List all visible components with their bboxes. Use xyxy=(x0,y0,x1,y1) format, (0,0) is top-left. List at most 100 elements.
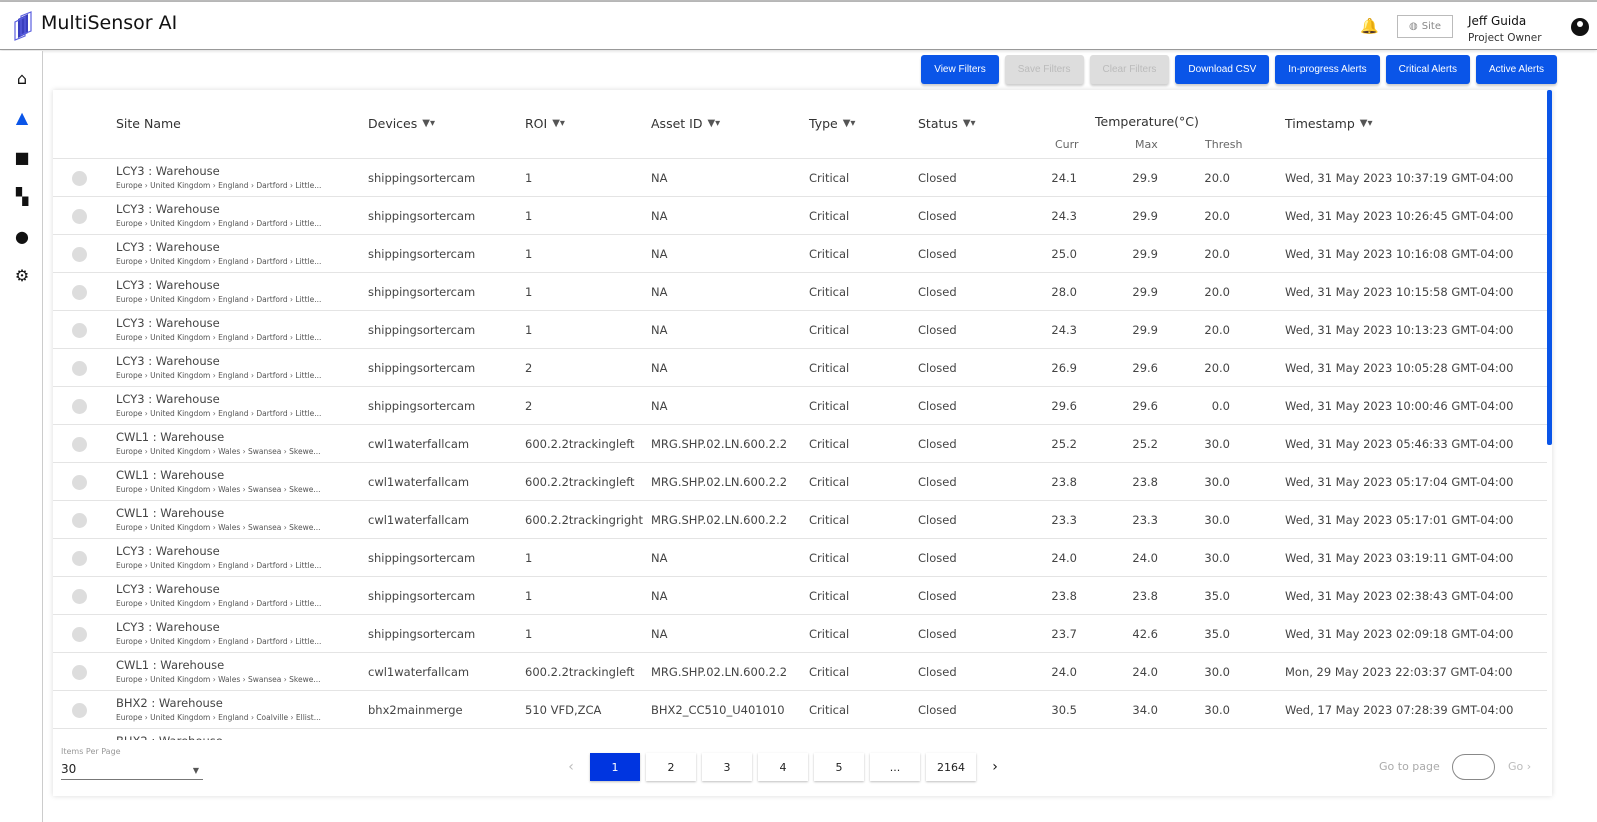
site-label: Site xyxy=(1421,21,1441,32)
cell-device: shippingsortercam xyxy=(368,209,476,223)
row-select-radio[interactable] xyxy=(72,247,87,262)
cell-device: shippingsortercam xyxy=(368,589,476,603)
cell-asset-id: NA xyxy=(651,209,668,223)
go-button[interactable]: Go › xyxy=(1508,760,1532,773)
filter-icon[interactable]: ▼▾ xyxy=(552,118,565,129)
filter-icon[interactable]: ▼▾ xyxy=(962,118,976,129)
table-row[interactable]: LCY3 : Warehouse Europe › United Kingdom … xyxy=(53,234,1547,272)
cell-status: Closed xyxy=(918,475,957,489)
cell-curr: 23.8 xyxy=(1051,589,1077,603)
page-button[interactable]: 2 xyxy=(646,753,696,781)
in-progress-alerts-button[interactable]: In-progress Alerts xyxy=(1275,55,1380,84)
table-row[interactable]: LCY3 : Warehouse Europe › United Kingdom … xyxy=(53,576,1547,614)
gear-icon[interactable]: ⚙ xyxy=(14,265,30,285)
table-row[interactable]: LCY3 : Warehouse Europe › United Kingdom … xyxy=(53,196,1547,234)
bell-icon[interactable]: 🔔 xyxy=(1360,17,1379,35)
cell-curr: 23.3 xyxy=(1051,513,1077,527)
items-per-page-select[interactable]: 30 ▼ xyxy=(61,758,203,780)
camera-icon[interactable]: ■ xyxy=(14,147,30,167)
row-select-radio[interactable] xyxy=(72,475,87,490)
alert-icon[interactable]: ▲ xyxy=(15,107,29,127)
row-select-radio[interactable] xyxy=(72,323,87,338)
row-select-radio[interactable] xyxy=(72,627,87,642)
row-select-radio[interactable] xyxy=(72,665,87,680)
table-row[interactable]: BHX2 : Warehouse Europe › United Kingdom … xyxy=(53,690,1547,728)
page-button[interactable]: 3 xyxy=(702,753,752,781)
user-icon[interactable]: ● xyxy=(15,226,29,246)
table-row[interactable]: LCY3 : Warehouse Europe › United Kingdom … xyxy=(53,348,1547,386)
table-row[interactable]: CWL1 : Warehouse Europe › United Kingdom … xyxy=(53,462,1547,500)
table-row[interactable]: CWL1 : Warehouse Europe › United Kingdom … xyxy=(53,652,1547,690)
header-max: Max xyxy=(1135,138,1158,151)
row-select-radio[interactable] xyxy=(72,399,87,414)
cell-curr: 30.5 xyxy=(1051,703,1077,717)
filter-icon[interactable]: ▼▾ xyxy=(422,118,435,129)
row-select-radio[interactable] xyxy=(72,703,87,718)
filter-icon[interactable]: ▼▾ xyxy=(707,118,721,129)
cell-asset-id: MRG.SHP.02.LN.600.2.2 xyxy=(651,513,788,527)
cell-curr: 26.9 xyxy=(1051,361,1077,375)
row-select-radio[interactable] xyxy=(72,361,87,376)
pagination: ‹ 1 2 3 4 5... 2164 › xyxy=(558,753,1008,781)
filter-icon[interactable]: ▼▾ xyxy=(842,118,856,129)
save-filters-button[interactable]: Save Filters xyxy=(1004,55,1084,84)
header-asset-id[interactable]: Asset ID ▼▾ xyxy=(651,116,721,131)
table-row[interactable]: LCY3 : Warehouse Europe › United Kingdom … xyxy=(53,614,1547,652)
page-button[interactable]: ... xyxy=(870,753,920,781)
table-row[interactable]: CWL1 : Warehouse Europe › United Kingdom … xyxy=(53,500,1547,538)
row-select-radio[interactable] xyxy=(72,285,87,300)
cell-max: 29.9 xyxy=(1132,171,1158,185)
cell-timestamp: Wed, 31 May 2023 02:09:18 GMT-04:00 xyxy=(1285,627,1514,641)
active-alerts-button[interactable]: Active Alerts xyxy=(1475,55,1557,84)
scrollbar[interactable] xyxy=(1547,90,1552,445)
row-select-radio[interactable] xyxy=(72,171,87,186)
site-selector[interactable]: ◍ Site xyxy=(1397,15,1453,38)
table-row[interactable]: LCY3 : Warehouse Europe › United Kingdom … xyxy=(53,310,1547,348)
cell-thresh: 30.0 xyxy=(1204,665,1230,679)
next-page-icon[interactable]: › xyxy=(992,759,998,775)
row-select-radio[interactable] xyxy=(72,551,87,566)
cell-asset-id: NA xyxy=(651,399,668,413)
clear-filters-button[interactable]: Clear Filters xyxy=(1089,55,1170,84)
cell-thresh: 0.0 xyxy=(1211,399,1230,413)
cell-roi: 1 xyxy=(525,209,533,223)
table-row[interactable]: LCY3 : Warehouse Europe › United Kingdom … xyxy=(53,158,1547,196)
download-csv-button[interactable]: Download CSV xyxy=(1175,55,1270,84)
critical-alerts-button[interactable]: Critical Alerts xyxy=(1385,55,1470,84)
cell-type: Critical xyxy=(809,247,850,261)
site-name: LCY3 : Warehouse xyxy=(116,354,220,368)
filter-icon[interactable]: ▼▾ xyxy=(1359,118,1373,129)
site-name: CWL1 : Warehouse xyxy=(116,430,225,444)
page-button[interactable]: 2164 xyxy=(926,753,976,781)
cell-max: 42.6 xyxy=(1132,627,1158,641)
page-button[interactable]: 5 xyxy=(814,753,864,781)
items-per-page-label: Items Per Page xyxy=(61,747,121,756)
sidebar: ⌂ ▲ ■ ▚ ● ⚙ xyxy=(0,51,43,822)
dashboard-icon[interactable]: ▚ xyxy=(15,186,29,206)
goto-page-input[interactable] xyxy=(1452,754,1495,780)
account-icon[interactable] xyxy=(1571,18,1589,36)
table-row[interactable]: LCY3 : Warehouse Europe › United Kingdom … xyxy=(53,386,1547,424)
header-roi[interactable]: ROI ▼▾ xyxy=(525,116,565,131)
row-select-radio[interactable] xyxy=(72,209,87,224)
table-row[interactable]: CWL1 : Warehouse Europe › United Kingdom … xyxy=(53,424,1547,462)
prev-page-icon[interactable]: ‹ xyxy=(568,759,574,775)
header-status[interactable]: Status ▼▾ xyxy=(918,116,976,131)
header-type[interactable]: Type ▼▾ xyxy=(809,116,856,131)
row-select-radio[interactable] xyxy=(72,437,87,452)
table-row[interactable]: LCY3 : Warehouse Europe › United Kingdom … xyxy=(53,538,1547,576)
site-name: LCY3 : Warehouse xyxy=(116,582,220,596)
cell-asset-id: NA xyxy=(651,285,668,299)
cell-roi: 600.2.2trackingleft xyxy=(525,437,635,451)
view-filters-button[interactable]: View Filters xyxy=(921,55,999,84)
page-button[interactable]: 1 xyxy=(590,753,640,781)
header-devices[interactable]: Devices ▼▾ xyxy=(368,116,435,131)
table-row[interactable]: LCY3 : Warehouse Europe › United Kingdom … xyxy=(53,272,1547,310)
row-select-radio[interactable] xyxy=(72,513,87,528)
cell-timestamp: Wed, 31 May 2023 10:05:28 GMT-04:00 xyxy=(1285,361,1514,375)
row-select-radio[interactable] xyxy=(72,589,87,604)
page-button[interactable]: 4 xyxy=(758,753,808,781)
home-icon[interactable]: ⌂ xyxy=(16,68,28,88)
header-timestamp[interactable]: Timestamp ▼▾ xyxy=(1285,116,1373,131)
cell-type: Critical xyxy=(809,323,850,337)
